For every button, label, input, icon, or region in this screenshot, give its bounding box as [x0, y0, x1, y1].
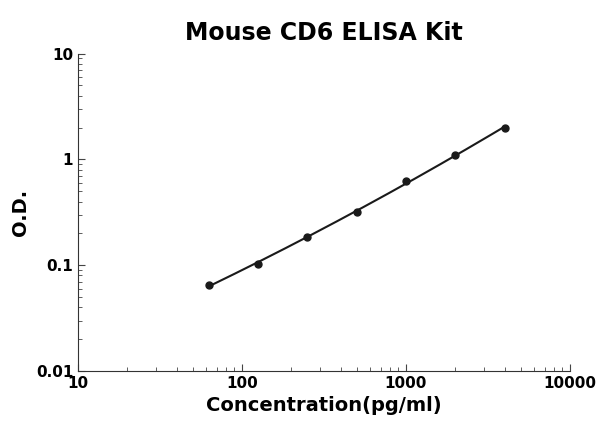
- Title: Mouse CD6 ELISA Kit: Mouse CD6 ELISA Kit: [185, 21, 463, 45]
- Y-axis label: O.D.: O.D.: [11, 189, 30, 236]
- X-axis label: Concentration(pg/ml): Concentration(pg/ml): [206, 396, 442, 415]
